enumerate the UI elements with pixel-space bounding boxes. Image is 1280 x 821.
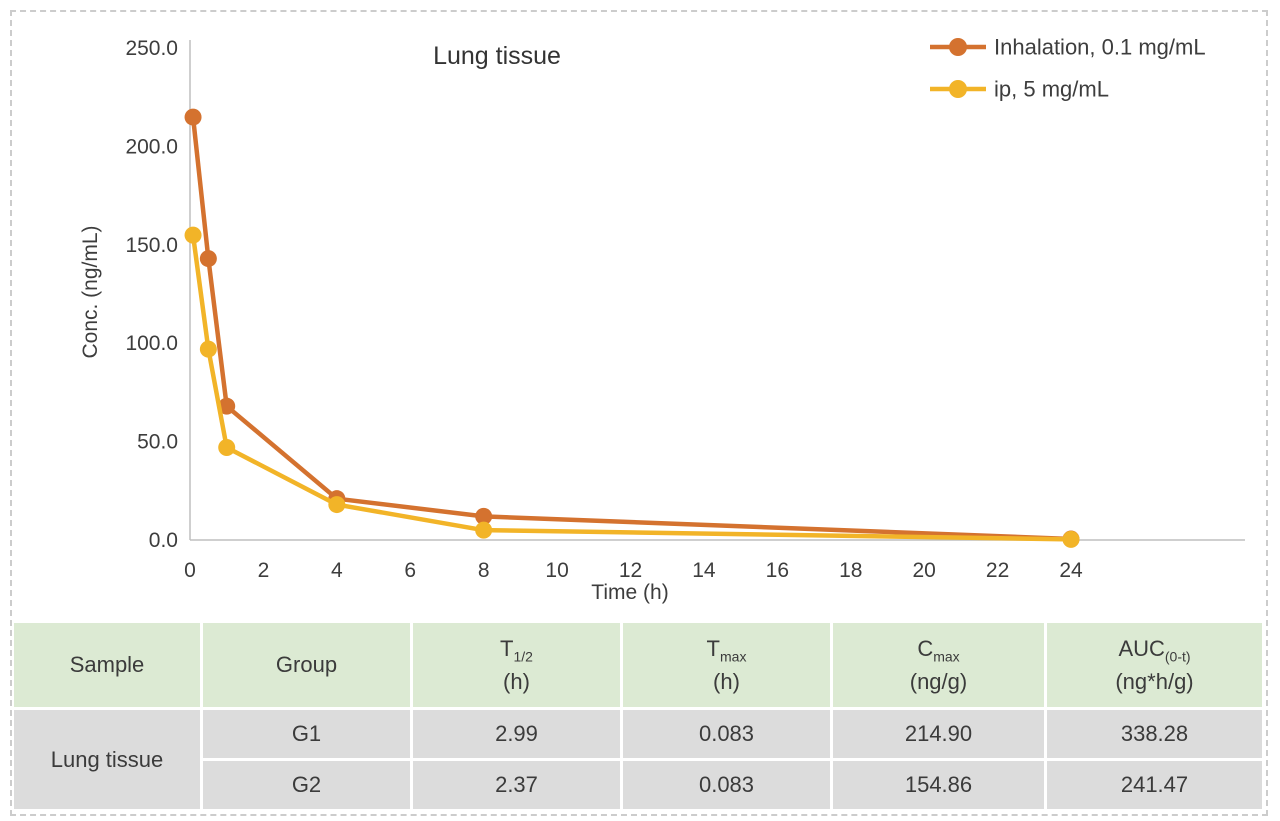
table-header-auc: AUC(0-t) (ng*h/g) bbox=[1047, 623, 1262, 707]
data-point bbox=[218, 397, 236, 415]
legend-item-1: Inhalation, 0.1 mg/mL bbox=[930, 35, 1206, 60]
series-line bbox=[190, 114, 1074, 542]
data-point bbox=[328, 496, 346, 514]
legend-label: ip, 5 mg/mL bbox=[994, 77, 1109, 102]
x-tick-label: 0 bbox=[184, 559, 196, 582]
series-inhalation-0-1-mg-ml bbox=[184, 108, 1080, 548]
x-tick-label: 16 bbox=[766, 559, 789, 582]
x-tick-label: 4 bbox=[331, 559, 343, 582]
table-header-t-half: T1/2 (h) bbox=[413, 623, 620, 707]
table-cell-sample: Lung tissue bbox=[14, 710, 200, 809]
pk-parameters-table: Sample Group T1/2 (h) Tmax (h) Cmax (ng/… bbox=[14, 623, 1262, 809]
legend-item-2: ip, 5 mg/mL bbox=[930, 77, 1109, 102]
series-ip-5-mg-ml bbox=[184, 226, 1080, 548]
x-tick-label: 20 bbox=[912, 559, 935, 582]
legend-marker-icon bbox=[949, 38, 967, 56]
x-tick-label: 24 bbox=[1059, 559, 1083, 582]
y-axis-label: Conc. (ng/mL) bbox=[79, 225, 102, 358]
y-tick-label: 250.0 bbox=[125, 37, 178, 60]
header-label: Tmax bbox=[706, 635, 747, 664]
table-header-c-max: Cmax (ng/g) bbox=[833, 623, 1044, 707]
table-cell-group-g1: G1 bbox=[203, 710, 410, 758]
header-label: T1/2 bbox=[500, 635, 533, 664]
header-unit: (ng*h/g) bbox=[1115, 669, 1194, 694]
table-header-sample: Sample bbox=[14, 623, 200, 707]
table-cell-cmax-g1: 214.90 bbox=[833, 710, 1044, 758]
data-point bbox=[475, 521, 493, 539]
x-tick-label: 10 bbox=[545, 559, 568, 582]
table-header-group: Group bbox=[203, 623, 410, 707]
y-tick-label: 150.0 bbox=[125, 234, 178, 257]
x-tick-label: 8 bbox=[478, 559, 490, 582]
data-point bbox=[218, 439, 236, 457]
table-cell-auc-g1: 338.28 bbox=[1047, 710, 1262, 758]
data-point bbox=[475, 507, 493, 525]
table-cell-thalf-g1: 2.99 bbox=[413, 710, 620, 758]
y-tick-label: 0.0 bbox=[149, 529, 178, 552]
header-label: Sample bbox=[69, 652, 145, 678]
table-cell-tmax-g1: 0.083 bbox=[623, 710, 830, 758]
x-tick-label: 22 bbox=[986, 559, 1009, 582]
table-cell-thalf-g2: 2.37 bbox=[413, 761, 620, 809]
data-point bbox=[199, 340, 217, 358]
header-unit: (h) bbox=[503, 669, 530, 694]
data-point bbox=[1062, 530, 1080, 548]
table-cell-auc-g2: 241.47 bbox=[1047, 761, 1262, 809]
x-axis-label: Time (h) bbox=[591, 581, 668, 604]
data-point bbox=[184, 226, 202, 244]
x-tick-label: 2 bbox=[258, 559, 270, 582]
data-point bbox=[199, 250, 217, 268]
x-tick-label: 6 bbox=[404, 559, 416, 582]
table-cell-tmax-g2: 0.083 bbox=[623, 761, 830, 809]
header-unit: (h) bbox=[713, 669, 740, 694]
header-unit: (ng/g) bbox=[909, 669, 968, 694]
table-cell-cmax-g2: 154.86 bbox=[833, 761, 1044, 809]
x-tick-label: 18 bbox=[839, 559, 862, 582]
data-point bbox=[184, 108, 202, 126]
header-label: Cmax bbox=[917, 635, 960, 664]
header-label: Group bbox=[275, 652, 338, 678]
table-header-t-max: Tmax (h) bbox=[623, 623, 830, 707]
header-label: AUC(0-t) bbox=[1118, 635, 1191, 664]
chart-title: Lung tissue bbox=[433, 42, 561, 70]
series-line bbox=[190, 232, 1074, 542]
y-tick-label: 50.0 bbox=[137, 431, 178, 454]
x-tick-label: 14 bbox=[692, 559, 716, 582]
table-cell-group-g2: G2 bbox=[203, 761, 410, 809]
y-tick-label: 200.0 bbox=[125, 135, 178, 158]
legend-label: Inhalation, 0.1 mg/mL bbox=[994, 35, 1206, 60]
y-tick-label: 100.0 bbox=[125, 332, 178, 355]
legend-marker-icon bbox=[949, 80, 967, 98]
x-tick-label: 12 bbox=[619, 559, 642, 582]
